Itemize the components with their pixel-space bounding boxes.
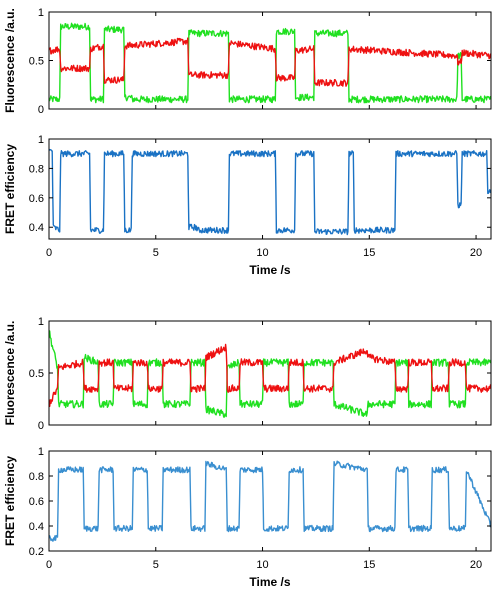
fret-top-series-0 bbox=[49, 148, 491, 236]
fret-bottom-ytick-label: 0.8 bbox=[29, 471, 44, 483]
fret-panel-top: 0 5 10 15 20 0.4 0.6 0.8 1 FRET efficiency Time /s bbox=[3, 134, 492, 277]
fret-top-ytick-label: 0.4 bbox=[29, 222, 44, 234]
fluorescence-bottom-ytick-label: 0.5 bbox=[29, 368, 44, 380]
fluorescence-top-ytick-label: 0.5 bbox=[29, 56, 44, 68]
fret-top-xtick-label: 20 bbox=[470, 247, 482, 259]
fluorescence-bottom-ytick-label: 1 bbox=[38, 316, 44, 328]
fret-bottom-xtick-label: 10 bbox=[256, 559, 268, 571]
fret-top-xtick-label: 15 bbox=[363, 247, 375, 259]
fluorescence-top-ytick-label: 1 bbox=[38, 7, 44, 19]
fret-top-ytick-label: 0.8 bbox=[29, 163, 44, 175]
fret-top-xtick-label: 5 bbox=[153, 247, 159, 259]
fret-bottom-ytick-label: 1 bbox=[38, 446, 44, 458]
fret-top-ylabel: FRET efficiency bbox=[3, 144, 17, 234]
fret-bottom-xtick-label: 15 bbox=[363, 559, 375, 571]
fret-top-xtick-label: 0 bbox=[46, 247, 52, 259]
fret-bottom-xtick-label: 0 bbox=[46, 559, 52, 571]
fret-bottom-xlabel: Time /s bbox=[249, 575, 290, 589]
fluorescence-bottom-ylabel: Fluorescence /a.u. bbox=[3, 321, 17, 426]
fret-bottom-axes-frame bbox=[48, 450, 492, 552]
fluorescence-panel-bottom: 0 0.5 1 Fluorescence /a.u. bbox=[3, 316, 492, 432]
fluorescence-top-ytick-label: 0 bbox=[38, 104, 44, 116]
fret-panel-bottom: 0 5 10 15 20 0.2 0.4 0.6 0.8 1 FRET efficiency Time… bbox=[3, 446, 492, 589]
fluorescence-panel-top: 0 0.5 1 Fluorescence /a.u. bbox=[3, 7, 492, 116]
fluorescence-top-series-1 bbox=[49, 37, 491, 87]
fret-bottom-ytick-label: 0.2 bbox=[29, 546, 44, 558]
fret-bottom-xtick-label: 5 bbox=[153, 559, 159, 571]
fret-top-xlabel: Time /s bbox=[249, 263, 290, 277]
fluorescence-bottom-series-0 bbox=[49, 330, 491, 418]
fret-bottom-ytick-label: 0.6 bbox=[29, 496, 44, 508]
fret-top-axes-frame bbox=[48, 138, 492, 240]
fret-top-ytick-label: 1 bbox=[38, 134, 44, 146]
fret-bottom-series-0 bbox=[49, 460, 491, 542]
fret-top-ytick-label: 0.6 bbox=[29, 193, 44, 205]
fluorescence-top-axes-frame bbox=[48, 11, 492, 110]
fluorescence-bottom-ytick-label: 0 bbox=[38, 420, 44, 432]
fret-top-xtick-label: 10 bbox=[256, 247, 268, 259]
fret-bottom-ytick-label: 0.4 bbox=[29, 521, 44, 533]
fluorescence-top-ylabel: Fluorescence /a.u. bbox=[3, 8, 17, 113]
fluorescence-top-series-0 bbox=[49, 22, 491, 104]
fluorescence-bottom-series-1 bbox=[49, 343, 491, 407]
fluorescence-bottom-axes-frame bbox=[48, 320, 492, 426]
fret-bottom-xtick-label: 20 bbox=[470, 559, 482, 571]
fret-bottom-ylabel: FRET efficiency bbox=[3, 456, 17, 546]
